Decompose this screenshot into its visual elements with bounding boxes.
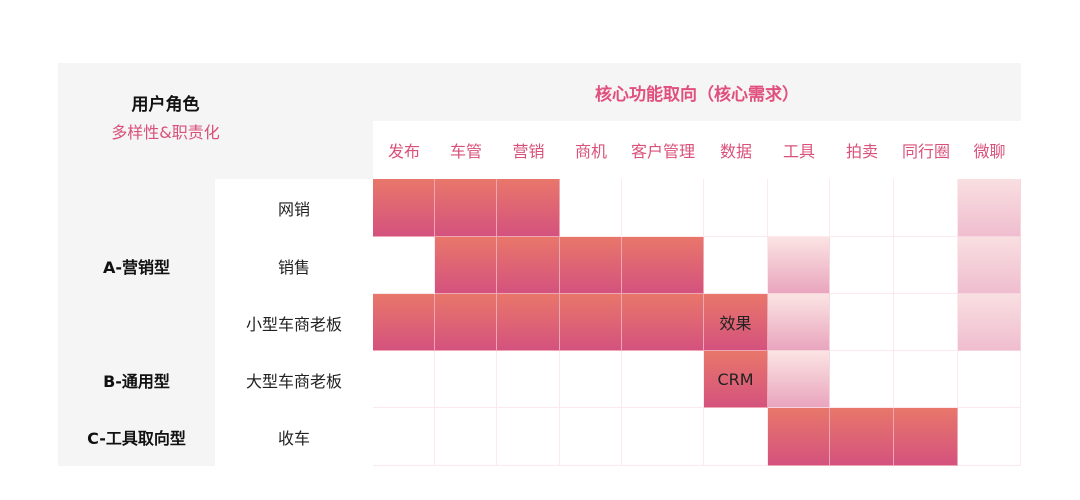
matrix-cell xyxy=(622,351,704,408)
sub-role-label: 小型车商老板 xyxy=(245,314,342,334)
sub-role-label: 大型车商老板 xyxy=(245,371,342,391)
role-group-label: B-通用型 xyxy=(103,371,170,391)
matrix-cell-strong xyxy=(622,237,704,294)
matrix-cell-strong xyxy=(560,237,622,294)
matrix-cell xyxy=(560,408,622,466)
column-header: 商机 xyxy=(574,142,607,161)
column-header: 数据 xyxy=(719,142,752,161)
column-header: 工具 xyxy=(782,142,815,161)
matrix-cell xyxy=(435,408,497,466)
matrix-cell xyxy=(768,179,830,237)
matrix-cell-strong xyxy=(435,294,497,351)
role-group-label: A-营销型 xyxy=(102,257,171,277)
matrix-cell-light xyxy=(768,351,830,408)
matrix-cell-strong xyxy=(560,294,622,351)
matrix-cell-soft xyxy=(958,237,1021,294)
matrix-cell xyxy=(894,351,958,408)
matrix-cell-strong xyxy=(497,237,560,294)
matrix-cell-soft xyxy=(958,294,1021,351)
matrix-cell-strong xyxy=(497,294,560,351)
column-header: 微聊 xyxy=(973,142,1006,161)
matrix-cell-strong xyxy=(830,408,894,466)
matrix-cell-strong: CRM xyxy=(704,351,768,408)
role-subtitle: 多样性&职责化 xyxy=(111,123,220,142)
matrix-cell xyxy=(622,179,704,237)
matrix-cell xyxy=(830,294,894,351)
matrix-cell-strong xyxy=(373,179,435,237)
core-function-title: 核心功能取向（核心需求） xyxy=(595,84,799,105)
matrix-cell xyxy=(373,351,435,408)
matrix-cell xyxy=(830,351,894,408)
matrix-cell-strong xyxy=(435,237,497,294)
column-header: 发布 xyxy=(387,142,420,161)
matrix-cell-strong xyxy=(894,408,958,466)
matrix-cell xyxy=(373,408,435,466)
matrix-cell xyxy=(622,408,704,466)
matrix-cell xyxy=(830,237,894,294)
matrix-cell xyxy=(497,351,560,408)
matrix-cell xyxy=(830,179,894,237)
column-header: 营销 xyxy=(512,142,545,161)
matrix-cell xyxy=(894,294,958,351)
matrix-cell xyxy=(894,237,958,294)
matrix-cell-strong xyxy=(435,179,497,237)
sub-role-label: 网销 xyxy=(277,200,310,219)
matrix-cell xyxy=(894,179,958,237)
column-header: 同行圈 xyxy=(901,142,950,161)
matrix-cell xyxy=(704,237,768,294)
matrix-cell-light xyxy=(768,294,830,351)
matrix-cell-soft xyxy=(958,179,1021,237)
matrix-cell xyxy=(560,351,622,408)
column-header: 拍卖 xyxy=(845,142,878,161)
matrix-cell xyxy=(704,408,768,466)
matrix-cell-strong xyxy=(622,294,704,351)
matrix-cell xyxy=(373,237,435,294)
sub-role-column xyxy=(215,179,373,466)
matrix-cell xyxy=(958,408,1021,466)
matrix-cell xyxy=(704,179,768,237)
matrix-cell-light xyxy=(768,237,830,294)
matrix-cell-strong xyxy=(497,179,560,237)
role-title: 用户角色 xyxy=(131,95,200,115)
matrix-cell xyxy=(435,351,497,408)
role-header: 用户角色 多样性&职责化 xyxy=(58,90,273,143)
matrix-cell-strong xyxy=(373,294,435,351)
matrix-cell xyxy=(497,408,560,466)
sub-role-label: 销售 xyxy=(277,257,310,277)
matrix-cell xyxy=(958,351,1021,408)
matrix-cell-strong xyxy=(768,408,830,466)
matrix-cell xyxy=(560,179,622,237)
role-group-label: C-工具取向型 xyxy=(87,429,186,448)
column-header-row xyxy=(373,121,1021,179)
matrix-cell-strong: 效果 xyxy=(704,294,768,351)
column-header: 客户管理 xyxy=(630,142,695,161)
column-header: 车管 xyxy=(449,142,482,161)
sub-role-label: 收车 xyxy=(277,429,310,448)
